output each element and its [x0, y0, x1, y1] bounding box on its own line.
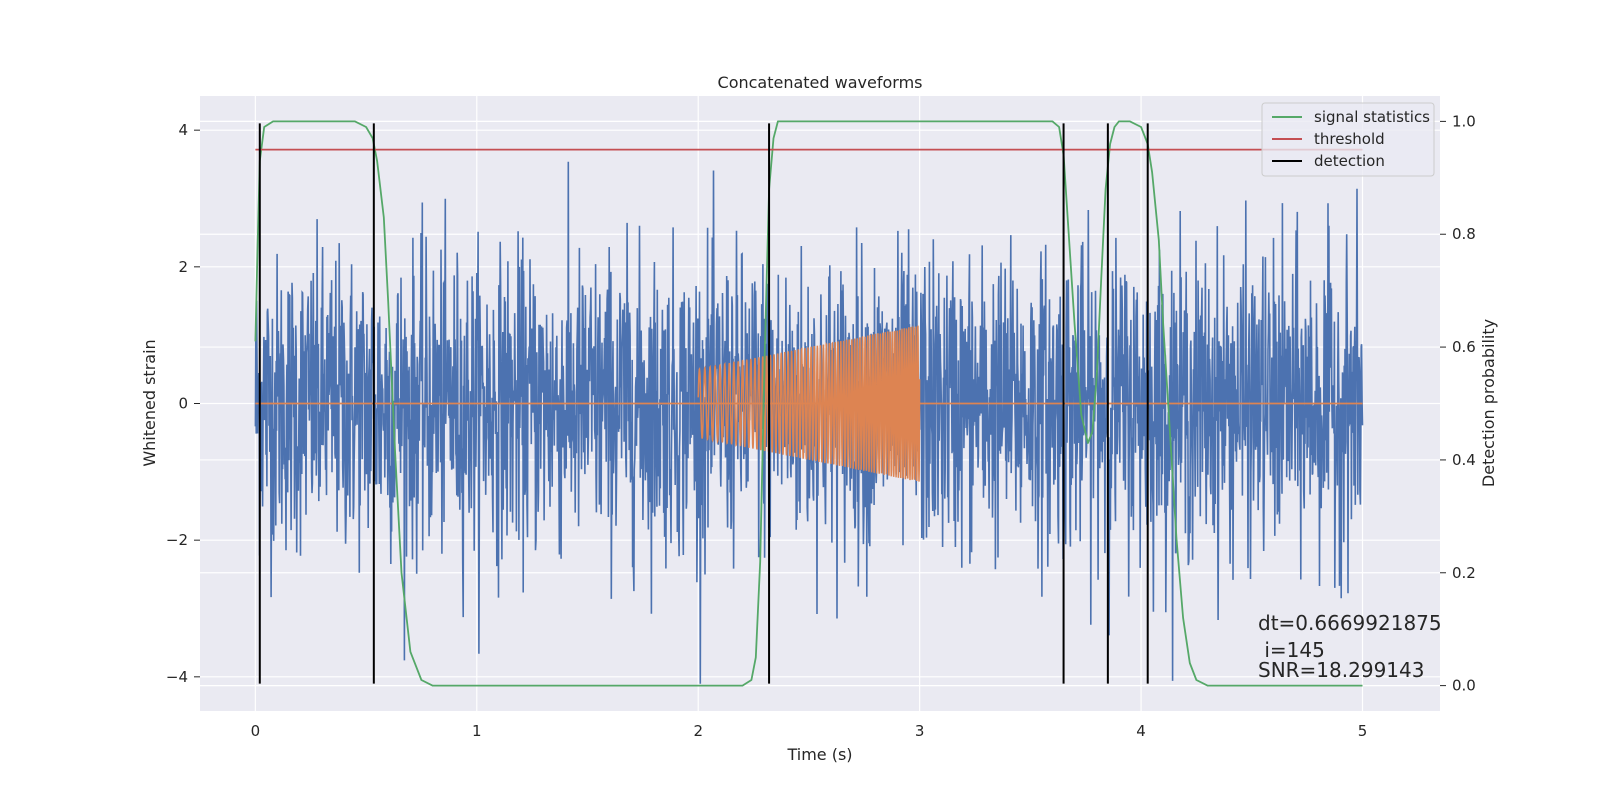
- y-axis-left: 4 2 0 −2 −4: [166, 121, 200, 686]
- y-left-tick-label: 4: [178, 121, 188, 139]
- y-right-tick-label: 0.2: [1452, 564, 1476, 582]
- y-axis-right: 1.0 0.8 0.6 0.4 0.2 0.0: [1440, 112, 1476, 695]
- x-tick-label: 0: [251, 722, 261, 740]
- y-left-tick-label: 0: [178, 395, 188, 413]
- y-right-tick-label: 0.0: [1452, 677, 1476, 695]
- y-left-tick-label: 2: [178, 258, 188, 276]
- series-layer: [254, 120, 1364, 687]
- y-axis-right-label: Detection probability: [1479, 319, 1498, 487]
- x-tick-label: 4: [1136, 722, 1146, 740]
- y-right-tick-label: 1.0: [1452, 112, 1476, 130]
- y-right-tick-label: 0.8: [1452, 225, 1476, 243]
- detection-lines: [258, 123, 1149, 684]
- y-left-tick-label: −2: [166, 531, 188, 549]
- y-right-tick-label: 0.4: [1452, 451, 1476, 469]
- x-tick-label: 2: [693, 722, 703, 740]
- legend-label: threshold: [1314, 130, 1385, 148]
- x-axis: 0 1 2 3 4 5: [251, 722, 1368, 740]
- y-right-tick-label: 0.6: [1452, 338, 1476, 356]
- y-axis-left-label: Whitened strain: [140, 339, 159, 466]
- template-chirp-line: [697, 325, 921, 482]
- chart-title: Concatenated waveforms: [718, 73, 923, 92]
- x-tick-label: 5: [1358, 722, 1368, 740]
- legend-label: signal statistics: [1314, 108, 1430, 126]
- legend: signal statistics threshold detection: [1261, 102, 1435, 177]
- y-left-tick-label: −4: [166, 668, 188, 686]
- x-tick-label: 3: [915, 722, 925, 740]
- legend-label: detection: [1314, 152, 1385, 170]
- annotation-text: SNR=18.299143: [1258, 658, 1424, 682]
- signal-statistics-line: [254, 120, 1363, 687]
- x-tick-label: 1: [472, 722, 482, 740]
- annotation-text: i=145: [1258, 638, 1325, 662]
- legend-box: [1261, 102, 1435, 177]
- x-axis-label: Time (s): [786, 745, 852, 764]
- annotation-text: dt=0.6669921875: [1258, 611, 1442, 635]
